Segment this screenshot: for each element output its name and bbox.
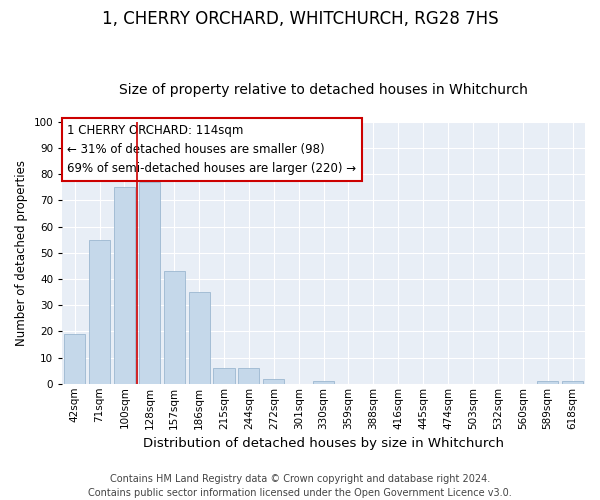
- Bar: [313, 381, 334, 384]
- Text: Contains HM Land Registry data © Crown copyright and database right 2024.
Contai: Contains HM Land Registry data © Crown c…: [88, 474, 512, 498]
- Bar: [562, 381, 583, 384]
- Text: 1 CHERRY ORCHARD: 114sqm
← 31% of detached houses are smaller (98)
69% of semi-d: 1 CHERRY ORCHARD: 114sqm ← 31% of detach…: [67, 124, 356, 176]
- Bar: [188, 292, 210, 384]
- Bar: [89, 240, 110, 384]
- Bar: [214, 368, 235, 384]
- Bar: [164, 271, 185, 384]
- Title: Size of property relative to detached houses in Whitchurch: Size of property relative to detached ho…: [119, 83, 528, 97]
- Text: 1, CHERRY ORCHARD, WHITCHURCH, RG28 7HS: 1, CHERRY ORCHARD, WHITCHURCH, RG28 7HS: [101, 10, 499, 28]
- Bar: [263, 378, 284, 384]
- Bar: [537, 381, 558, 384]
- Bar: [139, 182, 160, 384]
- Bar: [238, 368, 259, 384]
- Y-axis label: Number of detached properties: Number of detached properties: [15, 160, 28, 346]
- Bar: [64, 334, 85, 384]
- Bar: [114, 188, 135, 384]
- X-axis label: Distribution of detached houses by size in Whitchurch: Distribution of detached houses by size …: [143, 437, 504, 450]
